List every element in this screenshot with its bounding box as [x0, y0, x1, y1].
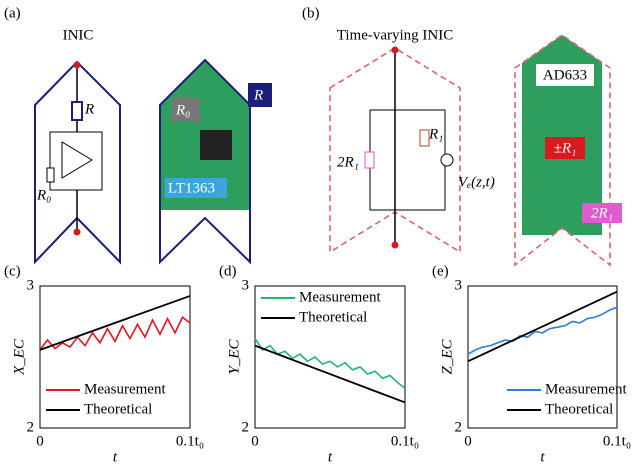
series-line: [39, 316, 191, 351]
chevron: [159, 58, 251, 265]
y-axis-label: Z_EC: [439, 339, 455, 375]
x-axis-label: t: [328, 449, 333, 465]
x-tick-label: 0: [36, 433, 44, 449]
board-label: R₀: [175, 102, 190, 118]
y-tick-label: 3: [27, 277, 35, 293]
panel-label: (a): [4, 5, 21, 21]
plot-frame: [467, 285, 618, 429]
series-line: [467, 306, 618, 355]
panel-label: (d): [219, 263, 237, 279]
panel-label: (c): [4, 263, 21, 279]
x-tick-label: 0: [464, 433, 472, 449]
y-axis-label: Y_EC: [226, 339, 242, 375]
series-line: [254, 344, 406, 404]
label-box: [172, 98, 200, 122]
label-box: [165, 178, 227, 198]
y-tick-label: 2: [242, 419, 250, 435]
x-tick-label: 0.1t₀: [391, 433, 419, 449]
legend-label: Measurement: [545, 381, 627, 397]
x-axis-label: t: [540, 449, 545, 465]
circuit-label: R₁: [428, 126, 443, 142]
y-tick-label: 2: [455, 419, 463, 435]
x-tick-label: 0.1t₀: [603, 433, 631, 449]
circuit-loop: [369, 109, 446, 211]
legend-label: Theoretical: [545, 401, 613, 417]
legend-label: Theoretical: [299, 309, 367, 325]
terminal: [73, 228, 81, 236]
label-box: [582, 203, 622, 223]
panel-title: INIC: [63, 27, 94, 43]
board-label: LT1363: [168, 180, 215, 196]
terminal: [73, 61, 81, 69]
series-line: [467, 290, 618, 363]
circuit-label: 2R₁: [337, 154, 359, 170]
x-tick-label: 0: [251, 433, 259, 449]
y-tick-label: 3: [242, 277, 250, 293]
y-tick-label: 3: [455, 277, 463, 293]
circuit-label: R₀: [36, 187, 51, 203]
plot-frame: [39, 285, 191, 429]
legend-label: Theoretical: [84, 401, 152, 417]
series-line: [254, 338, 406, 389]
chip: [200, 130, 232, 160]
chevron: [514, 34, 611, 267]
opamp: [61, 141, 93, 179]
series-line: [39, 295, 191, 351]
terminal: [391, 46, 399, 54]
board-label: AD633: [543, 67, 587, 83]
panel-title: Time-varying INIC: [337, 27, 454, 43]
legend-label: Measurement: [84, 381, 166, 397]
circuit-label: Vₑ(z,t): [458, 174, 495, 190]
resistor: [71, 101, 83, 121]
panel-label: (e): [432, 263, 449, 279]
terminal: [391, 241, 399, 249]
label-box: [536, 64, 594, 86]
panel-label: (b): [302, 5, 320, 21]
plot-frame: [254, 285, 406, 429]
resistor: [46, 167, 55, 183]
label-box: [248, 83, 272, 107]
resistor: [419, 129, 430, 147]
x-axis-label: t: [113, 449, 118, 465]
y-axis-label: X_EC: [11, 338, 27, 376]
resistor: [364, 151, 375, 169]
board-label: 2R₁: [591, 205, 613, 221]
x-tick-label: 0.1t₀: [176, 433, 204, 449]
label-box: [545, 137, 585, 159]
circuit-label: R: [84, 101, 94, 117]
source: [440, 153, 454, 167]
board-label: ±R₁: [554, 140, 577, 156]
board-label: R: [253, 87, 263, 103]
legend-label: Measurement: [299, 289, 381, 305]
y-tick-label: 2: [27, 419, 35, 435]
